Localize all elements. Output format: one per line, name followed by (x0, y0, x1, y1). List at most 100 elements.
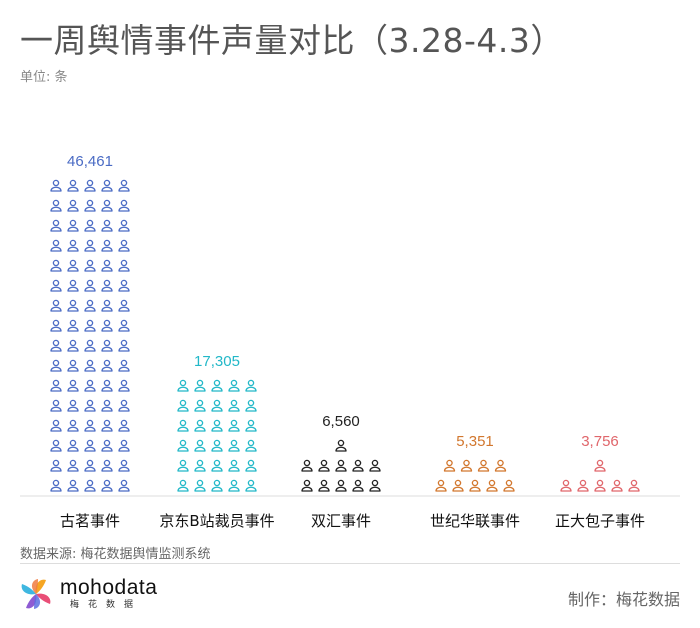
person-icon (101, 439, 113, 452)
pictogram-chart: 46,461 古茗事件 17,305 京东B站裁员事件 6,560 双汇事件 5,351 世纪… (20, 153, 680, 530)
person-icon (435, 479, 447, 492)
person-icon (503, 479, 515, 492)
person-icon (101, 399, 113, 412)
person-icon (194, 479, 206, 492)
person-icon (369, 479, 381, 492)
logo-subtitle: 梅花数据 (70, 600, 143, 610)
person-icon (194, 459, 206, 472)
person-icon (245, 379, 257, 392)
person-icon (50, 339, 62, 352)
person-icon (628, 479, 640, 492)
person-icon (84, 339, 96, 352)
person-icon (67, 379, 79, 392)
person-icon (118, 359, 130, 372)
person-icon (318, 459, 330, 472)
person-icon (560, 479, 572, 492)
chart-title: 一周舆情事件声量对比（3.28-4.3） (20, 21, 564, 60)
person-icon (177, 479, 189, 492)
person-icon (101, 379, 113, 392)
person-icon (335, 439, 347, 452)
person-icon (50, 399, 62, 412)
person-icon (245, 399, 257, 412)
person-icon (369, 459, 381, 472)
person-icon (245, 419, 257, 432)
bar-2 (177, 379, 257, 492)
person-icon (84, 419, 96, 432)
value-label: 46,461 (67, 153, 113, 170)
person-icon (352, 479, 364, 492)
person-icon (211, 439, 223, 452)
person-icon (177, 439, 189, 452)
category-label: 正大包子事件 (555, 512, 645, 530)
person-icon (335, 479, 347, 492)
person-icon (67, 199, 79, 212)
person-icon (211, 419, 223, 432)
person-icon (477, 459, 490, 472)
person-icon (84, 199, 96, 212)
person-icon (177, 459, 189, 472)
person-icon (228, 439, 240, 452)
category-label: 世纪华联事件 (430, 512, 520, 530)
person-icon (84, 219, 96, 232)
person-icon (67, 359, 79, 372)
person-icon (50, 419, 62, 432)
person-icon (301, 459, 313, 472)
person-icon (84, 239, 96, 252)
person-icon (67, 439, 79, 452)
person-icon (84, 379, 96, 392)
person-icon (50, 279, 62, 292)
person-icon (452, 479, 464, 492)
person-icon (50, 299, 62, 312)
person-icon (211, 379, 223, 392)
person-icon (486, 479, 498, 492)
person-icon (177, 379, 189, 392)
person-icon (67, 339, 79, 352)
person-icon (101, 179, 113, 192)
person-icon (50, 479, 62, 492)
person-icon (67, 259, 79, 272)
person-icon (318, 479, 330, 492)
person-icon (84, 359, 96, 372)
person-icon (118, 259, 130, 272)
person-icon (101, 419, 113, 432)
person-icon (594, 459, 606, 472)
value-label: 6,560 (322, 413, 360, 430)
person-icon (118, 419, 130, 432)
credit-label: 制作：梅花数据 (567, 590, 680, 609)
person-icon (118, 219, 130, 232)
value-label: 5,351 (456, 433, 494, 450)
category-label: 京东B站裁员事件 (159, 512, 274, 530)
person-icon (84, 279, 96, 292)
person-icon (101, 279, 113, 292)
bar-5 (560, 459, 640, 492)
person-icon (118, 479, 130, 492)
person-icon (228, 399, 240, 412)
person-icon (84, 259, 96, 272)
person-icon (50, 239, 62, 252)
person-icon (67, 399, 79, 412)
person-icon (84, 399, 96, 412)
person-icon (194, 399, 206, 412)
divider (20, 563, 680, 564)
person-icon (594, 479, 606, 492)
person-icon (67, 179, 79, 192)
bar-4 (435, 459, 515, 492)
person-icon (177, 419, 189, 432)
person-icon (50, 179, 62, 192)
person-icon (101, 239, 113, 252)
person-icon (118, 379, 130, 392)
person-icon (84, 439, 96, 452)
person-icon (84, 459, 96, 472)
person-icon (118, 319, 130, 332)
person-icon (211, 399, 223, 412)
data-source: 数据来源: 梅花数据舆情监测系统 (20, 547, 211, 562)
person-icon (67, 279, 79, 292)
bar-3 (301, 439, 381, 492)
person-icon (577, 479, 589, 492)
person-icon (460, 459, 473, 472)
person-icon (50, 319, 62, 332)
mohodata-logo: mohodata 梅花数据 (18, 576, 157, 612)
person-icon (67, 419, 79, 432)
person-icon (245, 439, 257, 452)
person-icon (228, 479, 240, 492)
